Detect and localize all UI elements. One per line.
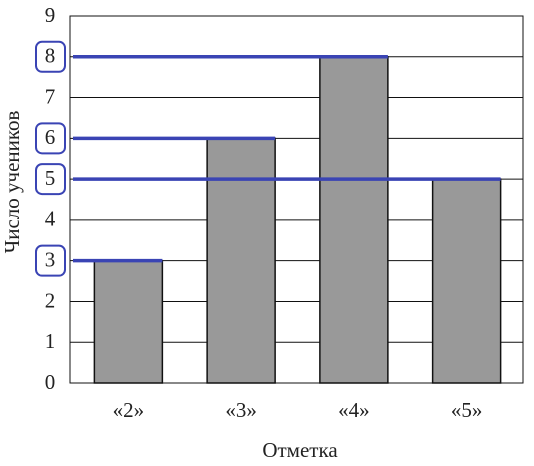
x-tick-label: «2»: [113, 398, 145, 422]
y-tick-label: 4: [45, 207, 56, 231]
x-tick-label: «3»: [225, 398, 257, 422]
y-tick-label: 7: [45, 84, 56, 108]
plot-frame: [69, 15, 524, 384]
y-tick-label: 3: [45, 247, 56, 271]
x-axis-label: Отметка: [262, 438, 338, 462]
x-tick-label: «4»: [338, 398, 370, 422]
y-axis-label: Число учеников: [0, 110, 24, 253]
tick-highlight-box: [35, 122, 66, 155]
bar: [206, 137, 276, 384]
y-tick-label: 6: [45, 125, 56, 149]
bar: [431, 178, 502, 384]
tick-highlight-box: [35, 163, 66, 196]
x-tick-label: «5»: [451, 398, 483, 422]
y-tick-label: 9: [45, 3, 56, 27]
y-tick-label: 8: [45, 44, 56, 68]
y-tick-label: 0: [45, 370, 56, 394]
tick-highlight-box: [35, 244, 66, 277]
bar: [319, 56, 389, 384]
y-tick-label: 2: [45, 288, 56, 312]
bar: [93, 259, 164, 384]
tick-highlight-box: [35, 40, 66, 73]
y-tick-label: 1: [45, 329, 56, 353]
y-tick-label: 5: [45, 166, 56, 190]
